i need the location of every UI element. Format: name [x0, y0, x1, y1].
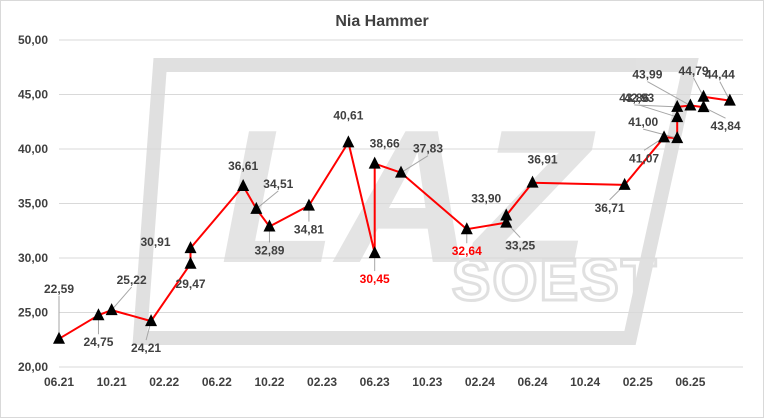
y-tick-label: 35,00 — [18, 197, 48, 211]
x-tick-label: 06.21 — [44, 375, 74, 389]
data-label: 36,91 — [528, 153, 558, 167]
data-label: 36,71 — [595, 201, 625, 215]
data-point-marker — [500, 215, 513, 228]
data-label: 32,89 — [254, 243, 284, 257]
data-label: 30,45 — [360, 272, 390, 286]
label-leader-line — [647, 81, 691, 106]
data-point-marker — [658, 130, 671, 143]
label-leader-line — [111, 286, 132, 311]
data-point-marker — [368, 246, 381, 259]
data-point-marker — [395, 165, 407, 178]
data-label: 42,93 — [624, 91, 654, 105]
data-point-marker — [342, 135, 355, 148]
data-point-marker — [184, 256, 197, 269]
label-leader-line — [639, 104, 678, 118]
markers-group — [53, 89, 736, 344]
gridlines — [59, 39, 743, 368]
data-point-marker — [263, 219, 276, 232]
data-label: 25,22 — [117, 273, 147, 287]
data-point-marker — [500, 208, 513, 221]
y-tick-label: 40,00 — [18, 142, 48, 156]
data-label: 40,61 — [333, 108, 363, 122]
label-leader-line — [643, 128, 678, 139]
data-label: 43,99 — [632, 68, 662, 82]
data-label: 22,59 — [44, 282, 74, 296]
data-point-marker — [671, 110, 684, 123]
x-tick-label: 10.23 — [412, 375, 442, 389]
data-label: 24,75 — [83, 335, 113, 349]
data-label: 33,90 — [471, 191, 501, 205]
x-tick-label: 02.23 — [307, 375, 337, 389]
data-label: 30,91 — [141, 235, 171, 249]
x-tick-label: 10.22 — [254, 375, 284, 389]
data-point-marker — [460, 222, 473, 235]
y-tick-label: 30,00 — [18, 251, 48, 265]
watermark-text-main: LAZ — [220, 91, 595, 303]
data-point-marker — [302, 198, 315, 211]
data-point-marker — [53, 331, 65, 344]
data-point-marker — [671, 99, 684, 112]
data-label: 44,79 — [679, 64, 709, 78]
data-point-marker — [671, 131, 684, 144]
data-point-marker — [697, 100, 710, 113]
x-tick-label: 10.24 — [570, 375, 600, 389]
x-tick-label: 06.25 — [675, 375, 705, 389]
x-tick-label: 06.24 — [518, 375, 548, 389]
label-leader-line — [634, 104, 678, 108]
y-tick-label: 25,00 — [18, 306, 48, 320]
y-tick-label: 20,00 — [18, 360, 48, 374]
data-point-marker — [184, 241, 197, 254]
data-label: 43,84 — [711, 119, 741, 133]
y-tick-label: 50,00 — [18, 33, 48, 47]
data-label: 24,21 — [131, 341, 161, 355]
x-tick-label: 10.21 — [97, 375, 127, 389]
x-tick-label: 02.25 — [623, 375, 653, 389]
data-label: 33,25 — [505, 239, 535, 253]
x-axis: 06.21 10.21 02.22 06.22 10.22 02.23 06.23 10.23… — [44, 375, 706, 389]
data-label: 41,07 — [629, 151, 659, 165]
data-label: 34,81 — [294, 223, 324, 237]
label-leader-line — [400, 155, 429, 174]
x-tick-label: 02.24 — [465, 375, 495, 389]
data-label: 32,64 — [452, 244, 482, 258]
y-tick-label: 45,00 — [18, 88, 48, 102]
data-label: 37,83 — [413, 142, 443, 156]
x-tick-label: 02.22 — [149, 375, 179, 389]
data-label: 29,47 — [176, 277, 206, 291]
data-label: 36,61 — [228, 159, 258, 173]
data-point-marker — [237, 178, 250, 191]
data-point-marker — [105, 303, 118, 316]
data-point-marker — [526, 175, 539, 188]
y-axis: 20,00 25,00 30,00 35,00 40,00 45,00 50,00 — [18, 33, 48, 374]
label-leader-line — [255, 190, 279, 210]
data-point-marker — [618, 177, 631, 190]
watermark-frame — [132, 58, 699, 345]
data-point-marker — [145, 314, 158, 327]
data-labels: 22,59 24,75 25,22 24,21 29,47 30,91 36,61 34,51… — [44, 64, 741, 355]
x-tick-label: 06.23 — [360, 375, 390, 389]
data-point-marker — [697, 89, 710, 102]
data-label: 43,86 — [619, 91, 649, 105]
data-point-marker — [250, 201, 263, 214]
data-label: 44,44 — [705, 68, 735, 82]
data-point-marker — [723, 93, 736, 106]
data-point-marker — [368, 156, 381, 169]
data-label: 41,00 — [628, 115, 658, 129]
x-tick-label: 06.22 — [202, 375, 232, 389]
data-label: 34,51 — [263, 177, 293, 191]
chart-title: Nia Hammer — [335, 13, 428, 30]
data-label: 38,66 — [370, 137, 400, 151]
data-point-marker — [684, 98, 697, 111]
data-point-marker — [92, 308, 105, 321]
